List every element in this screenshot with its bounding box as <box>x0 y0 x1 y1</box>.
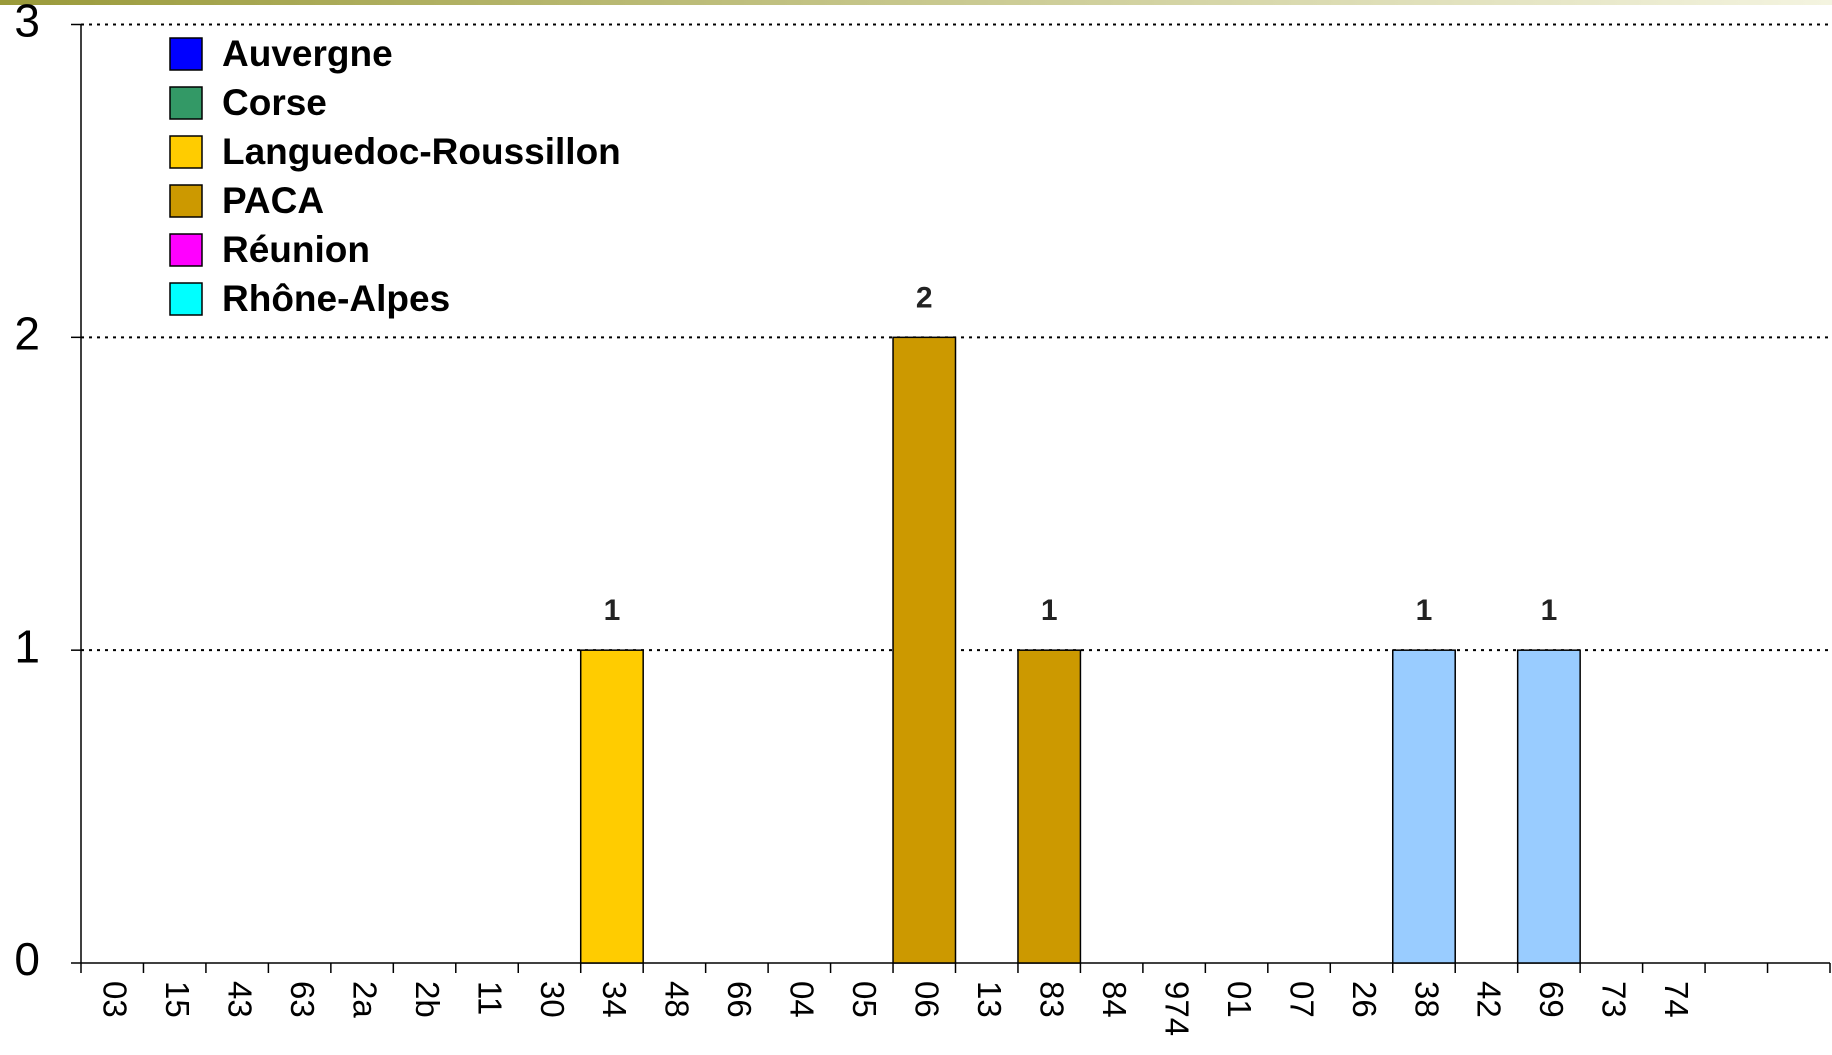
top-band <box>0 0 1832 5</box>
x-tick-label: 06 <box>909 981 946 1018</box>
data-label: 1 <box>604 594 621 627</box>
x-tick-label: 84 <box>1096 981 1133 1018</box>
x-tick-label: 01 <box>1221 981 1258 1018</box>
bar <box>1392 649 1456 964</box>
x-tick-label: 30 <box>534 981 571 1018</box>
x-tick-label: 11 <box>471 981 508 1015</box>
x-tick-label: 48 <box>659 981 696 1018</box>
y-tick-label: 2 <box>14 307 40 359</box>
data-label: 1 <box>1541 594 1558 627</box>
x-tick-label: 83 <box>1033 981 1070 1018</box>
legend-label: Rhône-Alpes <box>222 278 450 319</box>
x-tick-label: 73 <box>1596 981 1633 1018</box>
bar <box>579 649 644 964</box>
y-tick-label: 3 <box>14 0 40 47</box>
y-tick-label: 0 <box>14 933 40 985</box>
x-tick-label: 2b <box>409 981 446 1018</box>
legend-label: Auvergne <box>222 33 393 74</box>
legend-swatch <box>169 184 203 218</box>
x-tick-label: 63 <box>284 981 321 1018</box>
x-tick-label: 42 <box>1471 981 1508 1018</box>
x-tick-label: 07 <box>1283 981 1320 1018</box>
x-tick-label: 69 <box>1533 981 1570 1018</box>
data-label: 1 <box>1416 594 1433 627</box>
x-tick-label: 05 <box>846 981 883 1018</box>
legend-swatch <box>169 37 203 71</box>
legend-label: PACA <box>222 180 324 221</box>
x-tick-label: 74 <box>1658 981 1695 1018</box>
x-tick-label: 974 <box>1158 981 1195 1036</box>
legend-swatch <box>169 282 203 316</box>
x-tick-label: 03 <box>97 981 134 1018</box>
data-label: 1 <box>1041 594 1058 627</box>
x-tick-label: 13 <box>971 981 1008 1018</box>
bar <box>1017 649 1082 964</box>
legend-label: Réunion <box>222 229 370 270</box>
x-tick-label: 34 <box>596 981 633 1018</box>
bar <box>892 336 957 964</box>
x-tick-label: 15 <box>159 981 196 1018</box>
y-tick-label: 1 <box>14 620 40 672</box>
x-tick-label: 26 <box>1346 981 1383 1018</box>
bar <box>1516 649 1581 964</box>
data-label: 2 <box>916 281 933 314</box>
x-tick-label: 43 <box>221 981 258 1018</box>
legend-swatch <box>169 233 203 267</box>
x-tick-label: 2a <box>346 981 383 1018</box>
legend-swatch <box>169 86 203 120</box>
x-tick-label: 04 <box>784 981 821 1018</box>
x-tick-label: 38 <box>1408 981 1445 1018</box>
x-tick-label: 66 <box>721 981 758 1018</box>
legend-label: Languedoc-Roussillon <box>222 131 621 172</box>
legend-label: Corse <box>222 82 327 123</box>
legend-swatch <box>169 135 203 169</box>
